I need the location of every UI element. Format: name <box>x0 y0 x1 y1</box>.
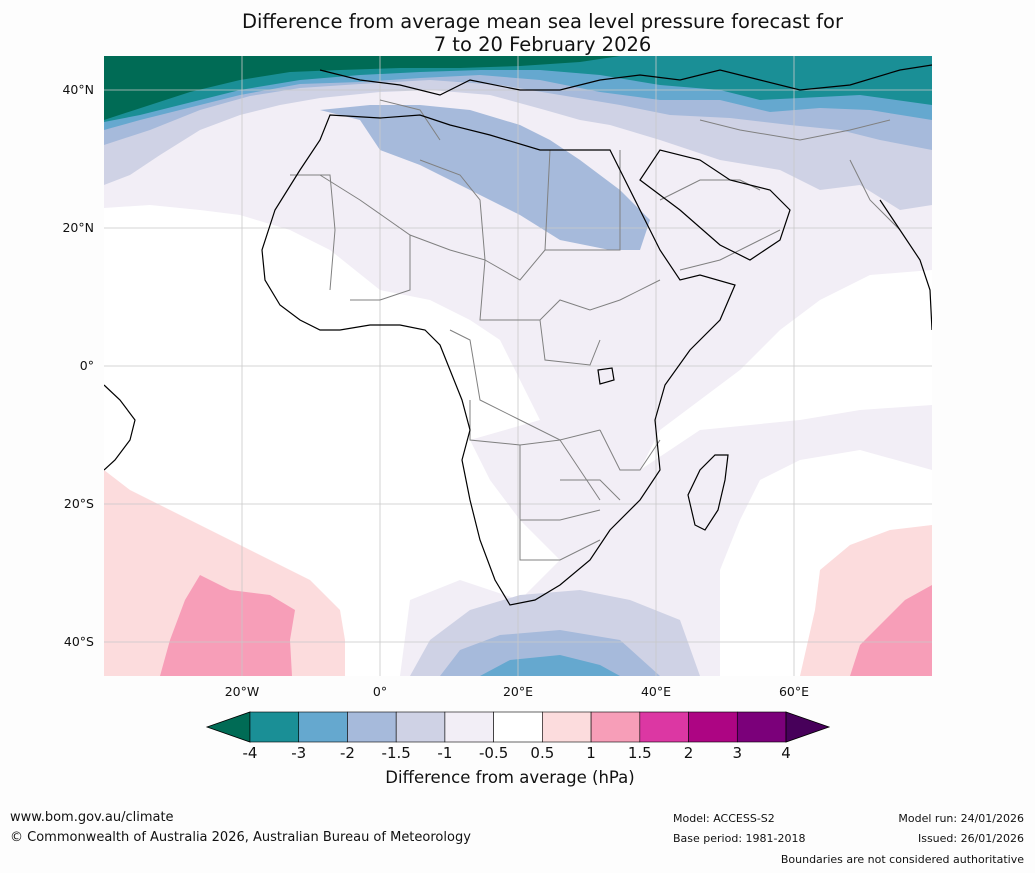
contour-minus-3-south <box>480 655 620 676</box>
colorbar-tick-label: -2 <box>339 744 355 762</box>
contour-minus-2 <box>320 105 650 250</box>
map-title: Difference from average mean sea level p… <box>0 10 1035 56</box>
footer-model: Model: ACCESS-S2 <box>673 812 775 825</box>
colorbar-tick-label: 1 <box>586 744 596 762</box>
lake-victoria-coastline <box>597 367 615 385</box>
madagascar-coastline <box>687 454 729 531</box>
lon-label-40e: 40°E <box>640 684 672 699</box>
title-line-2: 7 to 20 February 2026 <box>433 33 652 56</box>
colorbar-tick-label: -1.5 <box>381 744 411 762</box>
arabia-coastline <box>639 149 791 261</box>
lat-label-20s: 20°S <box>63 496 94 511</box>
footer-base-period: Base period: 1981-2018 <box>673 832 806 845</box>
colorbar-tick-label: -4 <box>242 744 258 762</box>
contour-minus-2-south <box>440 630 660 676</box>
footer-model-run: Model run: 24/01/2026 <box>898 812 1024 825</box>
contour-plus-1-southeast <box>850 585 932 676</box>
india-coastline <box>879 199 932 331</box>
colorbar-tick-label: 3 <box>732 744 743 762</box>
footer-website[interactable]: www.bom.gov.au/climate <box>10 810 174 825</box>
south-america-coastline <box>104 384 136 471</box>
lat-label-40n: 40°N <box>62 82 94 97</box>
lon-label-20e: 20°E <box>502 684 534 699</box>
lat-label-20n: 20°N <box>62 220 94 235</box>
contour-minus-4 <box>104 56 932 122</box>
footer-disclaimer: Boundaries are not considered authoritat… <box>780 853 1024 866</box>
colorbar-tick-label: 2 <box>683 744 694 762</box>
title-line-1: Difference from average mean sea level p… <box>242 10 843 33</box>
country-borders <box>290 99 901 561</box>
lon-label-0: 0° <box>372 684 388 699</box>
colorbar-label: Difference from average (hPa) <box>385 768 635 787</box>
africa-coastline <box>261 114 736 606</box>
europe-coastline <box>319 64 932 96</box>
colorbar-tick-label: 4 <box>781 744 791 762</box>
lat-label-40s: 40°S <box>63 634 94 649</box>
footer-issued: Issued: 26/01/2026 <box>917 832 1024 845</box>
contour-below-minus-4 <box>104 56 620 120</box>
footer-copyright: © Commonwealth of Australia 2026, Austra… <box>10 830 471 845</box>
lat-label-equator: 0° <box>79 358 94 373</box>
colorbar-tick-label: -3 <box>291 744 307 762</box>
lon-label-20w: 20°W <box>224 684 260 699</box>
colorbar-tick-label: 1.5 <box>627 744 652 762</box>
colorbar-tick-label: -1 <box>437 744 453 762</box>
colorbar-tick-label: -0.5 <box>478 744 509 762</box>
lon-label-60e: 60°E <box>778 684 810 699</box>
contour-plus-1-southwest <box>160 575 295 676</box>
coastlines <box>104 64 932 606</box>
colorbar-tick-label: 0.5 <box>530 744 555 762</box>
